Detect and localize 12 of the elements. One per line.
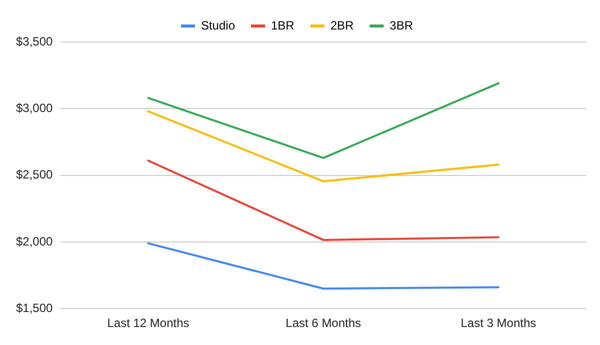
x-tick-label: Last 6 Months	[286, 316, 362, 330]
legend-label: 3BR	[390, 18, 414, 32]
y-tick-label: $2,000	[16, 234, 54, 248]
y-tick-label: $3,500	[16, 34, 54, 48]
y-tick-label: $2,500	[16, 168, 54, 182]
legend-label: 2BR	[330, 18, 354, 32]
x-tick-label: Last 3 Months	[460, 316, 536, 330]
legend-label: 1BR	[270, 18, 295, 32]
legend-label: Studio	[200, 18, 236, 32]
y-tick-label: $3,000	[16, 100, 54, 115]
x-tick-label: Last 12 Months	[107, 316, 190, 330]
y-tick-label: $1,500	[16, 300, 54, 315]
